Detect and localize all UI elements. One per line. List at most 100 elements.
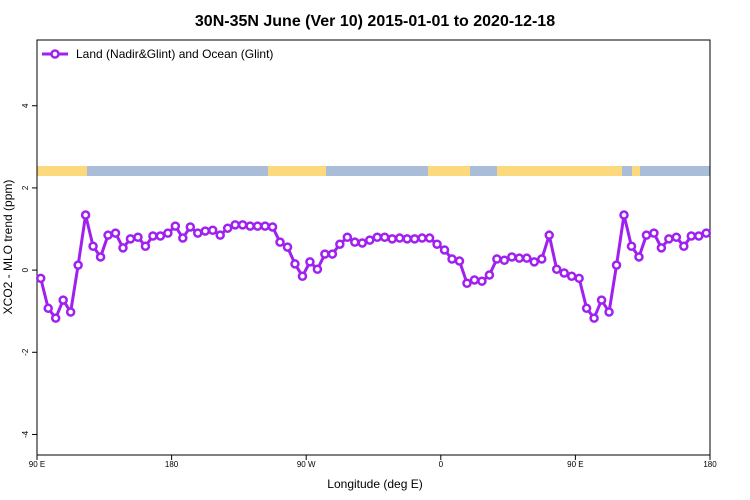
point — [170, 221, 181, 231]
point — [634, 252, 644, 262]
y-tick-label: 4 — [21, 103, 30, 108]
point — [200, 226, 210, 236]
land — [497, 166, 622, 176]
point — [357, 238, 368, 248]
point — [507, 252, 517, 262]
point — [701, 228, 712, 238]
land — [268, 166, 326, 176]
y-tick-label: 2 — [21, 185, 30, 190]
point — [312, 264, 323, 275]
point — [664, 234, 674, 244]
point — [559, 268, 569, 278]
x-tick-label: 90 W — [297, 460, 316, 469]
point — [679, 241, 689, 252]
point — [148, 231, 158, 241]
point — [65, 307, 76, 317]
point — [447, 254, 457, 264]
point — [267, 222, 278, 232]
land — [632, 166, 640, 176]
point — [454, 256, 465, 266]
series-line — [39, 214, 707, 322]
point — [207, 225, 218, 235]
point — [133, 232, 143, 242]
point — [275, 237, 285, 247]
point — [492, 254, 502, 264]
legend-label: Land (Nadir&Glint) and Ocean (Glint) — [76, 47, 273, 61]
point — [611, 260, 622, 270]
point — [245, 221, 255, 231]
point — [43, 303, 53, 314]
point — [320, 249, 330, 259]
point — [387, 234, 397, 244]
land-ocean-strip — [37, 166, 710, 176]
point — [439, 245, 450, 255]
y-axis-label: XCO2 - MLO trend (ppm) — [1, 180, 15, 315]
point — [118, 243, 128, 253]
point — [484, 270, 495, 280]
point — [581, 303, 592, 314]
point — [596, 295, 607, 305]
point — [50, 313, 61, 323]
point — [402, 234, 412, 244]
point — [477, 276, 487, 286]
point — [305, 257, 315, 267]
point — [372, 232, 382, 242]
point — [424, 233, 435, 243]
legend-marker — [50, 49, 60, 59]
point — [230, 220, 240, 230]
point — [514, 253, 525, 263]
point — [671, 232, 682, 242]
x-tick-label: 90 E — [567, 460, 583, 469]
point — [417, 233, 427, 243]
x-tick-label: 180 — [165, 460, 179, 469]
point — [155, 231, 166, 241]
point — [551, 264, 562, 275]
point — [342, 232, 353, 242]
ocean — [37, 166, 710, 176]
x-tick-label: 0 — [439, 460, 444, 469]
point — [537, 254, 547, 264]
point — [604, 307, 614, 317]
point — [80, 210, 91, 220]
point — [125, 234, 136, 244]
y-tick-label: 0 — [21, 267, 30, 272]
plot-frame — [36, 39, 711, 456]
point — [110, 228, 121, 238]
point — [432, 239, 442, 249]
point — [694, 231, 704, 241]
x-axis-label: Longitude (deg E) — [327, 477, 422, 491]
point — [58, 295, 68, 305]
point — [574, 273, 584, 284]
point — [462, 278, 472, 288]
x-tick-label: 90 E — [29, 460, 45, 469]
point — [260, 221, 270, 231]
point — [686, 231, 697, 241]
point — [379, 232, 390, 242]
point — [215, 230, 225, 240]
y-tick-label: -2 — [21, 348, 30, 356]
point — [73, 260, 83, 270]
point — [656, 243, 667, 253]
point — [641, 230, 652, 240]
point — [222, 223, 233, 233]
point — [88, 241, 98, 252]
point — [163, 228, 173, 238]
point — [394, 233, 405, 243]
point — [544, 230, 554, 240]
point — [185, 222, 196, 232]
point — [95, 252, 106, 262]
point — [290, 259, 300, 269]
point — [35, 273, 46, 284]
point — [282, 242, 293, 252]
point — [469, 275, 480, 285]
point — [297, 271, 308, 282]
point — [619, 210, 629, 220]
point — [365, 235, 375, 245]
point — [566, 271, 577, 282]
point — [589, 313, 599, 323]
point — [103, 230, 113, 240]
point — [649, 228, 659, 238]
point — [409, 234, 420, 244]
x-tick-label: 180 — [703, 460, 717, 469]
